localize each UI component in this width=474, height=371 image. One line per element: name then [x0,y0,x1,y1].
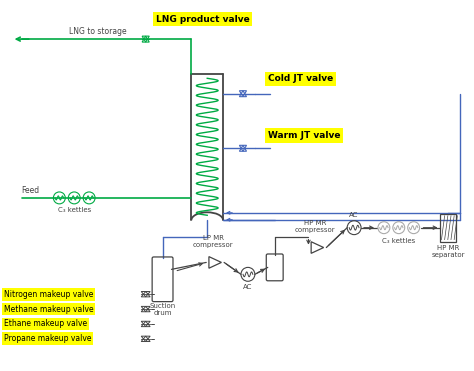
Text: LP MR
compressor: LP MR compressor [193,234,234,247]
Text: LNG to storage: LNG to storage [69,27,127,36]
Bar [440,214,456,242]
Text: Cold JT valve: Cold JT valve [268,74,333,83]
Text: Methane makeup valve: Methane makeup valve [4,305,93,313]
Text: HP MR
compressor: HP MR compressor [295,220,336,233]
Text: C₃ kettles: C₃ kettles [58,207,91,213]
Text: Nitrogen makeup valve: Nitrogen makeup valve [4,290,93,299]
Text: LNG product valve: LNG product valve [155,15,249,24]
Text: HP MR
separator: HP MR separator [432,244,465,257]
Text: Ethane makeup valve: Ethane makeup valve [4,319,87,328]
Text: Suction
drum: Suction drum [149,303,176,316]
Text: Propane makeup valve: Propane makeup valve [4,334,91,343]
Text: AC: AC [243,284,253,290]
Text: Warm JT valve: Warm JT valve [268,131,340,140]
Text: C₃ kettles: C₃ kettles [382,237,415,244]
Text: AC: AC [349,212,359,218]
Text: Feed: Feed [22,186,40,195]
